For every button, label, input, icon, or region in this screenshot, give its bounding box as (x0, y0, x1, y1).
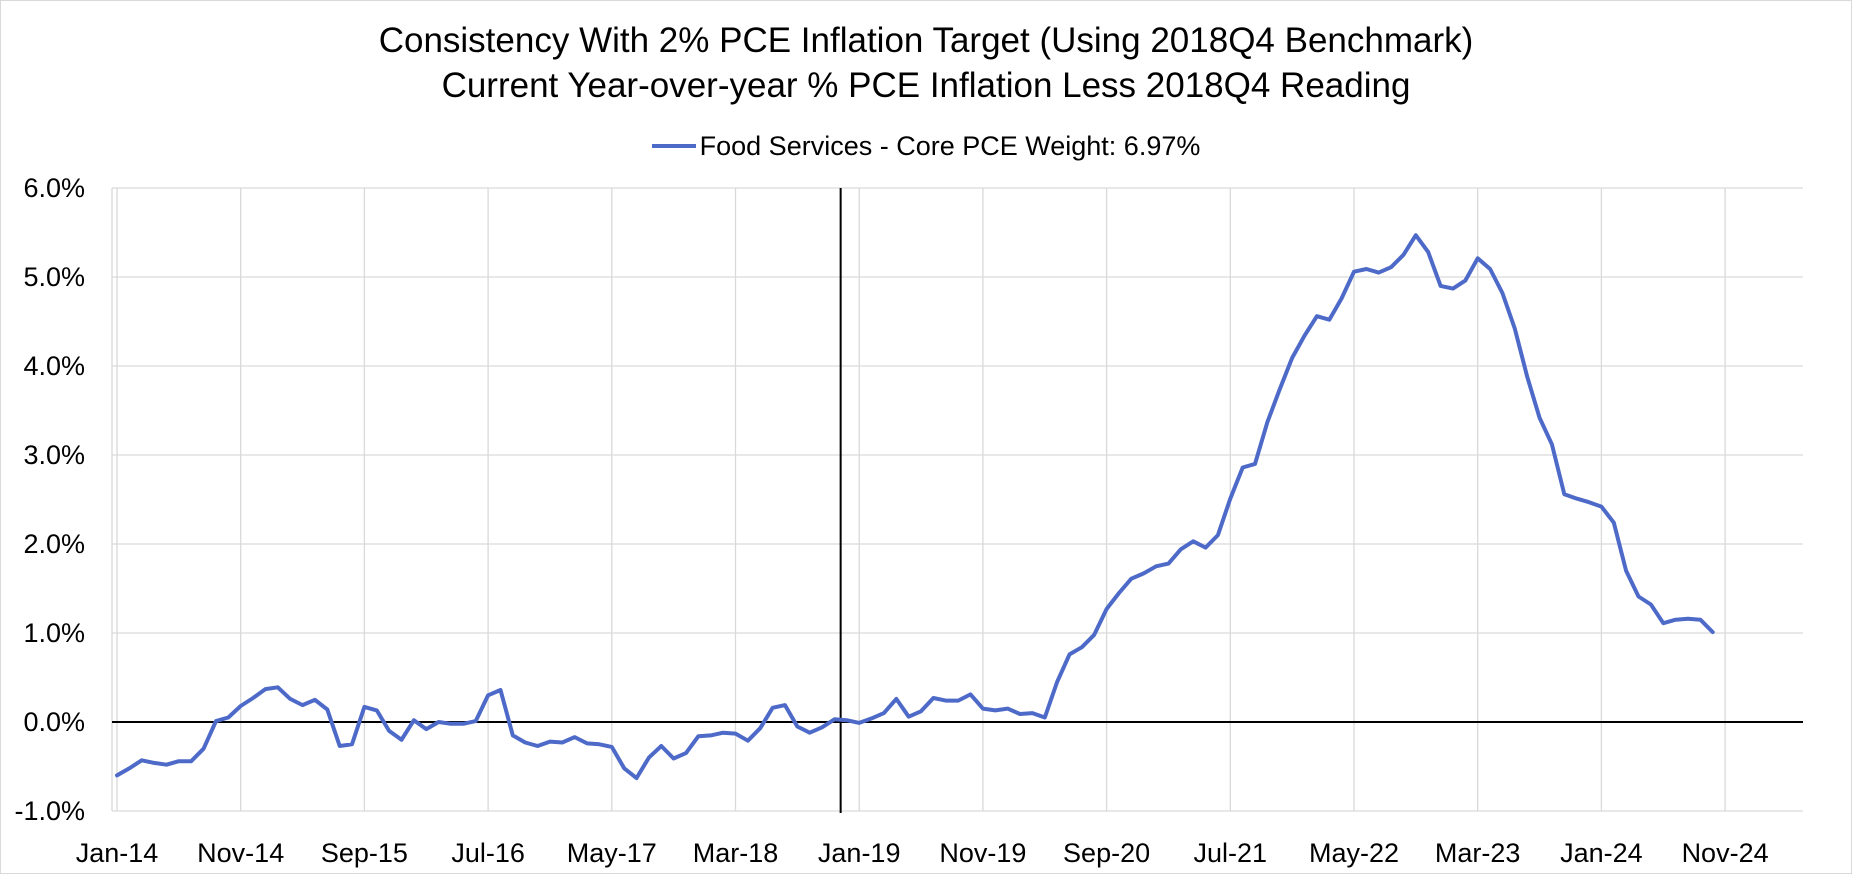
x-tick-label: Nov-14 (197, 838, 284, 868)
y-tick-label: 4.0% (23, 351, 85, 381)
chart-subtitle: Current Year-over-year % PCE Inflation L… (441, 66, 1411, 105)
x-tick-label: Nov-24 (1682, 838, 1769, 868)
x-tick-label: Jul-16 (451, 838, 525, 868)
chart-title: Consistency With 2% PCE Inflation Target… (378, 21, 1474, 60)
x-tick-labels: Jan-14 Nov-14 Sep-15 Jul-16 May-17 Mar-18 Jan-… (76, 838, 1769, 868)
y-tick-label: 2.0% (23, 529, 85, 559)
y-tick-label: 6.0% (23, 173, 85, 203)
legend-label: Food Services - Core PCE Weight: 6.97% (699, 131, 1201, 161)
x-tick-label: Jan-19 (818, 838, 901, 868)
legend: Food Services - Core PCE Weight: 6.97% (0, 128, 1852, 164)
series-group (115, 233, 1715, 781)
x-tick-label: Nov-19 (939, 838, 1026, 868)
y-tick-labels: -1.0% 0.0% 1.0% 2.0% 3.0% 4.0% 5.0% 6.0% (14, 173, 85, 826)
y-tick-label: 5.0% (23, 262, 85, 292)
y-tick-label: 3.0% (23, 440, 85, 470)
x-tick-label: Mar-18 (693, 838, 779, 868)
vertical-gridlines (116, 188, 1726, 811)
y-tick-label: 1.0% (23, 618, 85, 648)
horizontal-gridlines (112, 187, 1803, 812)
y-tick-label: 0.0% (23, 707, 85, 737)
axes (111, 188, 1803, 813)
x-tick-label: May-22 (1309, 838, 1399, 868)
x-tick-label: Sep-20 (1063, 838, 1150, 868)
y-tick-label: -1.0% (14, 796, 85, 826)
legend-line-swatch (651, 143, 696, 148)
x-tick-label: Jul-21 (1194, 838, 1268, 868)
x-tick-label: Sep-15 (321, 838, 408, 868)
x-tick-label: Mar-23 (1435, 838, 1521, 868)
food-services-series-line (115, 233, 1715, 781)
x-tick-label: Jan-14 (76, 838, 159, 868)
x-tick-label: May-17 (567, 838, 657, 868)
x-tick-label: Jan-24 (1560, 838, 1643, 868)
